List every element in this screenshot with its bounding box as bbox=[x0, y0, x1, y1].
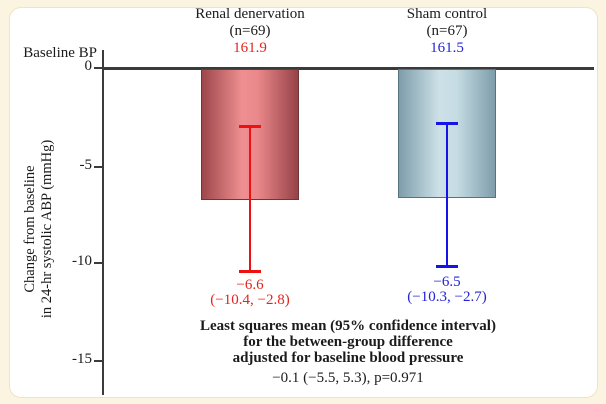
sham-error-bar-cap-bottom bbox=[436, 265, 458, 268]
sham-n-label: (n=67) bbox=[426, 23, 468, 39]
renal-n-label: (n=69) bbox=[229, 23, 271, 39]
y-tick-0 bbox=[94, 67, 103, 69]
y-axis-title-line1: Change from baseline bbox=[21, 165, 38, 293]
sham-error-bar-cap-top bbox=[436, 122, 458, 125]
sham-mean-label: −6.5 bbox=[433, 274, 461, 290]
renal-group-title: Renal denervation bbox=[195, 6, 305, 22]
y-axis-title: Change from baseline in 24-hr systolic A… bbox=[22, 116, 56, 342]
between-group-annotation: Least squares mean (95% confidence inter… bbox=[128, 318, 568, 387]
y-tick-label-0: 0 bbox=[84, 58, 93, 74]
y-tick-label-minus15: -15 bbox=[72, 351, 92, 367]
y-axis-title-line2: in 24-hr systolic ABP (mmHg) bbox=[39, 139, 55, 319]
y-tick-label-minus5: -5 bbox=[79, 157, 93, 173]
renal-error-bar-cap-bottom bbox=[239, 270, 261, 273]
renal-mean-label: −6.6 bbox=[236, 277, 264, 293]
y-axis-line bbox=[102, 50, 104, 395]
renal-baseline-value: 161.9 bbox=[233, 40, 267, 56]
y-tick-minus5 bbox=[94, 166, 103, 168]
annotation-line2: for the between-group difference bbox=[243, 334, 453, 351]
sham-group-title: Sham control bbox=[406, 6, 488, 22]
zero-baseline-line bbox=[102, 67, 594, 70]
annotation-line1: Least squares mean (95% confidence inter… bbox=[200, 318, 496, 334]
renal-error-bar-cap-top bbox=[239, 125, 261, 128]
annotation-result: −0.1 (−5.5, 5.3), p=0.971 bbox=[272, 370, 424, 387]
renal-ci-label: (−10.4, −2.8) bbox=[210, 292, 290, 308]
y-tick-label-minus10: -10 bbox=[72, 253, 92, 269]
sham-baseline-value: 161.5 bbox=[430, 40, 464, 56]
renal-error-bar-line bbox=[248, 125, 251, 272]
chart-panel bbox=[9, 7, 598, 398]
sham-ci-label: (−10.3, −2.7) bbox=[407, 289, 487, 305]
sham-error-bar-line bbox=[445, 122, 448, 267]
annotation-line3: adjusted for baseline blood pressure bbox=[232, 350, 464, 367]
baseline-bp-label: Baseline BP bbox=[23, 45, 97, 61]
y-tick-minus10 bbox=[94, 262, 103, 264]
y-tick-minus15 bbox=[94, 360, 103, 362]
